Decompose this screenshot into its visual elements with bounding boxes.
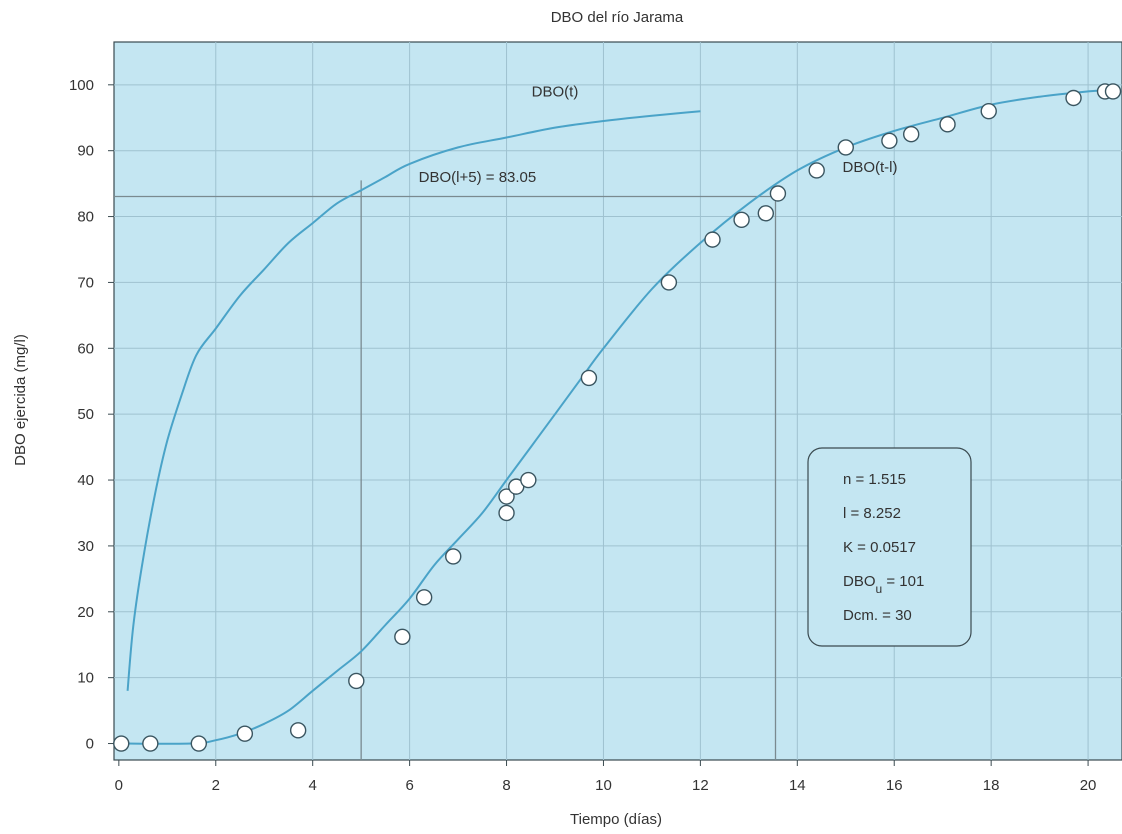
parameter-box-frame xyxy=(807,447,972,647)
y-tick-label: 80 xyxy=(77,209,94,226)
y-tick-label: 50 xyxy=(77,406,94,423)
y-tick-label: 20 xyxy=(77,604,94,621)
parameter-line: Dcm. = 30 xyxy=(843,607,912,624)
data-point xyxy=(289,722,307,739)
data-point xyxy=(445,548,462,565)
annotations: DBO(t) DBO(l+5) = 83.05 DBO(t-l) xyxy=(419,83,898,186)
data-point xyxy=(142,735,159,752)
data-point xyxy=(881,132,898,150)
x-tick-label: 20 xyxy=(1080,777,1097,794)
data-point xyxy=(808,162,825,179)
parameter-line: n = 1.515 xyxy=(843,471,906,488)
x-tick-label: 10 xyxy=(595,777,612,794)
data-point xyxy=(498,504,515,522)
x-tick-label: 18 xyxy=(983,777,1000,794)
data-point xyxy=(733,211,750,229)
x-tick-label: 14 xyxy=(789,777,806,794)
x-tick-label: 12 xyxy=(692,777,709,794)
annotation-label: DBO(t-l) xyxy=(843,159,898,176)
y-tick-label: 60 xyxy=(77,340,94,357)
chart-title: DBO del río Jarama xyxy=(551,9,684,26)
parameter-line: l = 8.252 xyxy=(843,505,901,522)
y-tick-label: 100 xyxy=(69,77,94,94)
data-point xyxy=(415,589,433,606)
data-point xyxy=(520,471,537,489)
guide-lines xyxy=(114,180,777,760)
y-tick-label: 40 xyxy=(77,472,94,489)
x-axis-ticks: 0 2 4 6 8 10 12 14 16 18 20 xyxy=(115,760,1097,794)
x-tick-label: 2 xyxy=(212,777,220,794)
y-tick-label: 30 xyxy=(77,538,94,555)
x-tick-label: 6 xyxy=(405,777,413,794)
y-tick-label: 0 xyxy=(86,736,94,753)
data-point xyxy=(757,205,775,222)
x-tick-label: 16 xyxy=(886,777,903,794)
data-points xyxy=(113,83,1122,752)
data-point xyxy=(769,185,787,202)
annotation-label: DBO(t) xyxy=(532,83,579,100)
data-point xyxy=(113,735,130,752)
data-point xyxy=(580,369,598,387)
parameter-line: K = 0.0517 xyxy=(843,539,916,556)
y-tick-label: 70 xyxy=(77,274,94,291)
data-point xyxy=(190,735,208,752)
curve-dbo-t xyxy=(126,110,701,691)
annotation-label: DBO(l+5) = 83.05 xyxy=(419,169,537,186)
y-tick-label: 90 xyxy=(77,143,94,160)
data-point xyxy=(236,725,254,742)
data-point xyxy=(939,116,956,133)
curve-dbo-t-l xyxy=(118,89,1108,745)
data-point xyxy=(980,102,997,120)
y-axis-ticks: 0 10 20 30 40 50 60 70 80 90 100 xyxy=(69,77,114,753)
x-tick-label: 4 xyxy=(309,777,317,794)
curves xyxy=(118,89,1108,745)
x-axis-label: Tiempo (días) xyxy=(570,811,662,828)
data-point xyxy=(1065,89,1082,107)
y-axis-label: DBO ejercida (mg/l) xyxy=(12,334,29,466)
data-point xyxy=(837,139,854,156)
parameter-box: n = 1.515 l = 8.252 K = 0.0517 DBOu = 101 Dc… xyxy=(807,447,972,647)
data-point xyxy=(394,628,411,646)
data-point xyxy=(348,672,365,690)
data-point xyxy=(660,274,678,291)
data-point xyxy=(1104,83,1122,100)
data-point xyxy=(704,231,721,248)
data-point xyxy=(902,126,920,143)
x-tick-label: 0 xyxy=(115,777,123,794)
x-tick-label: 8 xyxy=(502,777,510,794)
y-tick-label: 10 xyxy=(77,670,94,687)
plot-area xyxy=(113,41,1122,761)
data-point xyxy=(498,488,515,505)
parameter-line: DBOu = 101 xyxy=(843,573,924,596)
